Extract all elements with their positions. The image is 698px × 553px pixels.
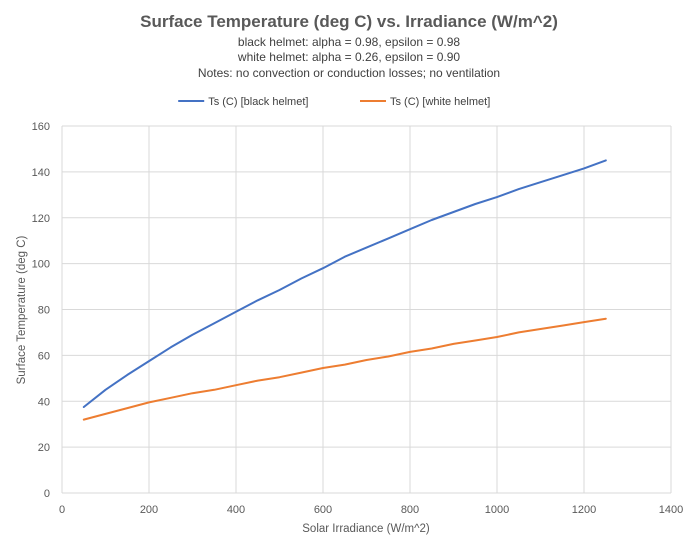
x-tick-label: 1200 (572, 504, 596, 516)
y-tick-label: 20 (38, 442, 50, 454)
chart-subtitle-black-helmet: black helmet: alpha = 0.98, epsilon = 0.… (238, 35, 460, 49)
y-tick-label: 40 (38, 396, 50, 408)
x-tick-label: 600 (314, 504, 332, 516)
x-tick-label: 800 (401, 504, 419, 516)
legend-label-black-helmet: Ts (C) [black helmet] (208, 96, 308, 108)
series-line-black-helmet (82, 159, 607, 408)
y-tick-label: 80 (38, 305, 50, 317)
series-line-white-helmet (82, 317, 607, 421)
legend-label-white-helmet: Ts (C) [white helmet] (390, 96, 490, 108)
x-tick-label: 200 (140, 504, 158, 516)
y-tick-label: 60 (38, 350, 50, 362)
y-tick-label: 160 (32, 121, 50, 133)
x-tick-label: 1000 (485, 504, 509, 516)
chart-subtitle-notes: Notes: no convection or conduction losse… (198, 66, 500, 80)
series-lines (82, 159, 607, 421)
gridlines (61, 125, 672, 494)
y-axis-title: Surface Temperature (deg C) (16, 235, 28, 384)
x-tick-label: 400 (227, 504, 245, 516)
chart-title: Surface Temperature (deg C) vs. Irradian… (140, 12, 558, 31)
x-tick-label: 1400 (659, 504, 683, 516)
y-tick-label: 0 (44, 488, 50, 500)
tick-labels: 0 20 40 60 80 100 120 140 160 0 200 400 600 800 1000 12… (32, 121, 684, 516)
chart-subtitle-white-helmet: white helmet: alpha = 0.26, epsilon = 0.… (237, 50, 460, 64)
x-axis-title: Solar Irradiance (W/m^2) (302, 523, 430, 535)
legend: Ts (C) [black helmet] Ts (C) [white helme… (178, 96, 490, 108)
y-tick-label: 140 (32, 167, 50, 179)
y-tick-label: 100 (32, 259, 50, 271)
y-tick-label: 120 (32, 213, 50, 225)
x-tick-label: 0 (59, 504, 65, 516)
